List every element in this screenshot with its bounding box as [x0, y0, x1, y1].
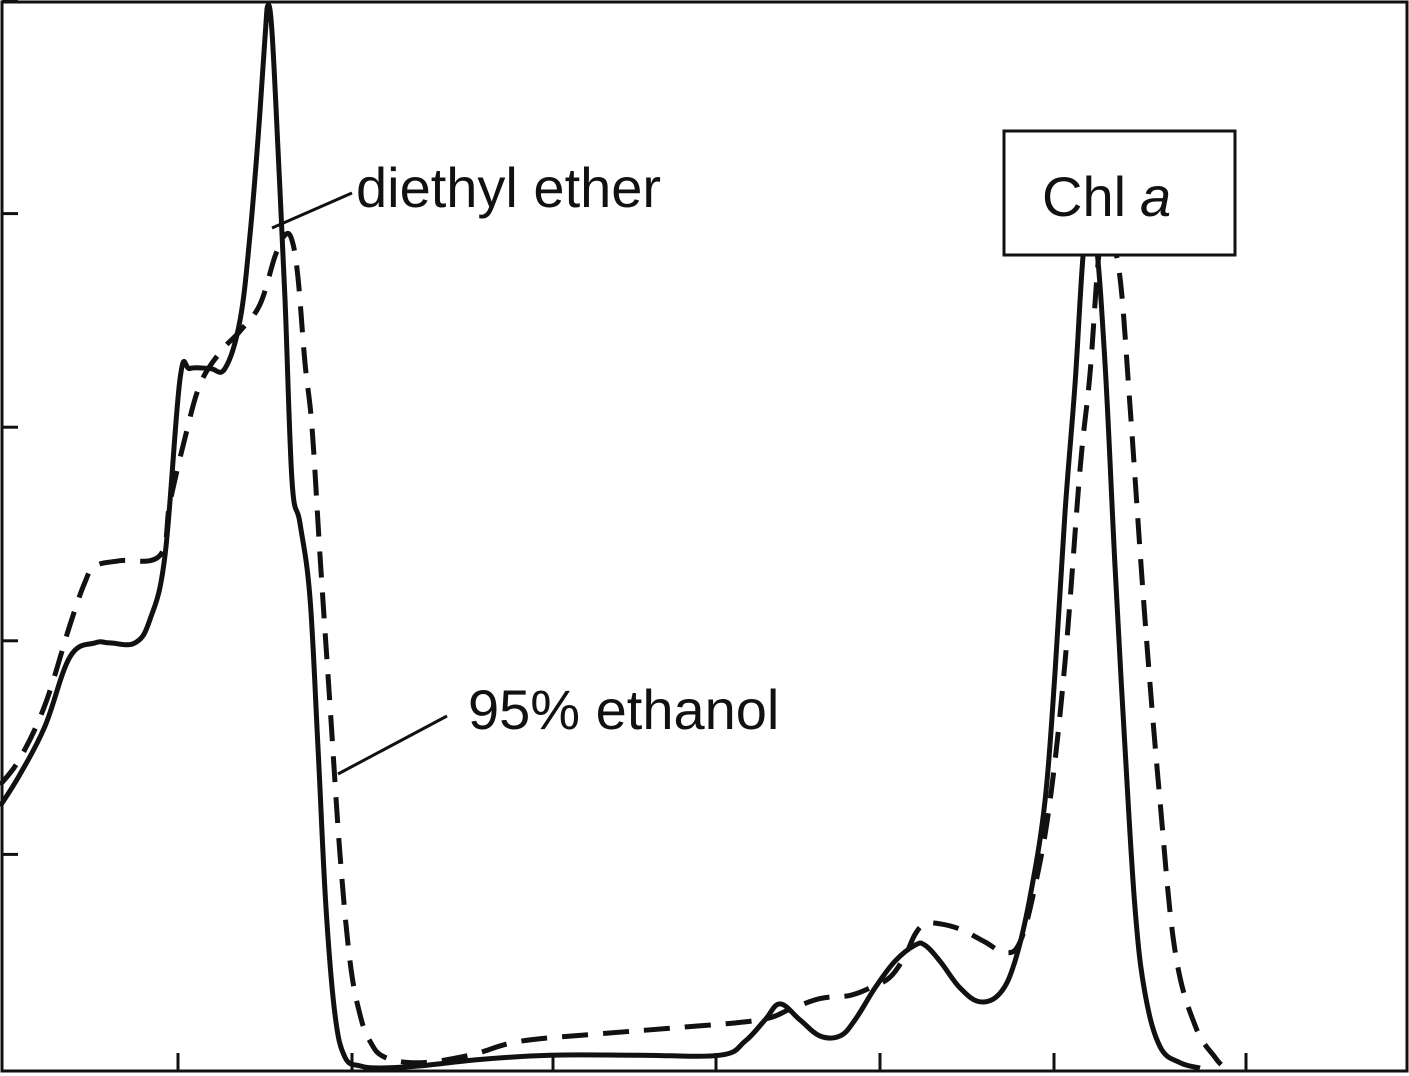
legend-box-label: Chl a — [1042, 165, 1171, 228]
leader-line-diethyl-ether — [271, 191, 353, 230]
series-line-diethyl-ether — [0, 2, 1201, 1071]
annotation-diethyl-ether: diethyl ether — [356, 156, 661, 219]
annotation-95-ethanol: 95% ethanol — [468, 678, 779, 741]
series-line-95-ethanol — [0, 229, 1227, 1070]
y-axis-ticks — [2, 0, 18, 856]
legend-box: Chl a — [1002, 129, 1237, 257]
leader-line-95-ethanol — [337, 714, 448, 776]
legend-box-text: Chl — [1042, 165, 1126, 228]
x-axis-ticks — [176, 1053, 1248, 1071]
legend-box-italic: a — [1140, 165, 1171, 228]
legend-box-frame — [1002, 129, 1237, 257]
